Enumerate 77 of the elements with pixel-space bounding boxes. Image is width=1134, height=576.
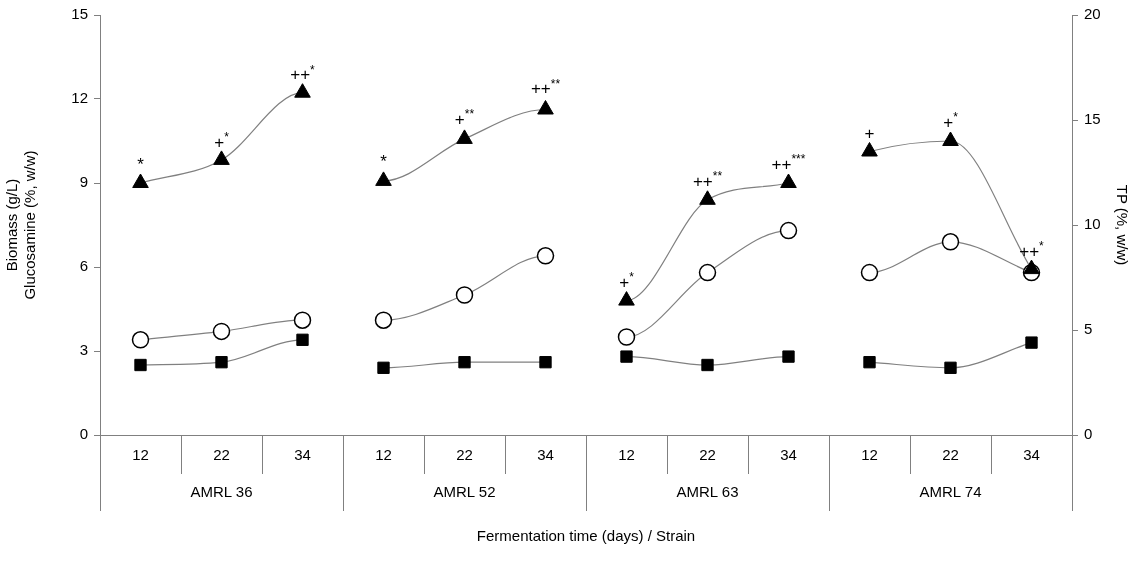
- x-tick-label: 34: [780, 446, 797, 464]
- annotation: ++**: [530, 76, 561, 99]
- point: [779, 221, 798, 240]
- annotation: ++***: [771, 152, 806, 174]
- x-tick-label: 12: [132, 446, 149, 464]
- y2-tick-label: 20: [1084, 5, 1101, 23]
- text: AMRL 52: [433, 483, 496, 501]
- point: [861, 142, 878, 157]
- point: [699, 190, 716, 205]
- y-tick-label: 0: [79, 425, 88, 443]
- annotation: *: [380, 152, 388, 172]
- point: [620, 350, 633, 363]
- point: [456, 129, 473, 144]
- point: [213, 150, 230, 165]
- point: [134, 358, 147, 372]
- point: [539, 356, 552, 369]
- point: [131, 331, 150, 349]
- x-tick-label: 34: [537, 446, 554, 464]
- point: [377, 361, 390, 374]
- point: [944, 361, 957, 374]
- y-tick-label: 3: [79, 341, 88, 359]
- point: [455, 286, 474, 304]
- point: [782, 350, 795, 363]
- point: [780, 173, 797, 188]
- point: [618, 291, 635, 306]
- x-tick-label: 22: [456, 446, 473, 464]
- y2-tick-label: 0: [1084, 425, 1093, 443]
- x-tick-label: 12: [861, 446, 878, 464]
- text: AMRL 63: [676, 483, 739, 501]
- x-tick-label: 22: [213, 446, 230, 464]
- annotation: ++*: [1019, 239, 1045, 261]
- x-tick-label: 34: [294, 446, 311, 464]
- annotation: +*: [214, 129, 230, 152]
- point: [617, 328, 636, 346]
- annotation: +*: [619, 269, 635, 292]
- y-tick-label: 12: [71, 89, 88, 107]
- x-tick-label: 34: [1023, 446, 1040, 464]
- y-axis-title: Biomass (g/L) Glucosamine (%, w/w): [3, 150, 39, 300]
- y2-tick-label: 5: [1084, 320, 1093, 338]
- point: [698, 263, 717, 282]
- annotation: ++**: [692, 169, 723, 191]
- point: [375, 171, 392, 186]
- y-tick-label: 9: [79, 173, 88, 191]
- y2-axis-title: TP (%, w/w): [1113, 184, 1131, 266]
- point: [215, 356, 228, 369]
- point: [374, 311, 393, 329]
- point: [863, 356, 876, 369]
- point: [941, 233, 960, 251]
- point: [132, 173, 149, 188]
- point: [1023, 259, 1040, 275]
- point: [701, 358, 714, 372]
- annotation: +*: [943, 110, 959, 132]
- text: AMRL 74: [919, 483, 982, 501]
- y2-tick-label: 15: [1084, 110, 1101, 128]
- annotation: +**: [454, 107, 475, 130]
- point: [296, 333, 309, 346]
- y2-tick-label: 10: [1084, 215, 1101, 233]
- x-tick-label: 12: [618, 446, 635, 464]
- point: [536, 247, 555, 265]
- annotation: ++*: [290, 62, 316, 85]
- y-tick-label: 6: [79, 257, 88, 275]
- annotation: +: [864, 124, 875, 144]
- point: [294, 83, 311, 98]
- point: [212, 322, 231, 341]
- text: AMRL 36: [190, 483, 253, 501]
- point: [942, 131, 959, 146]
- x-axis-title: Fermentation time (days) / Strain: [476, 527, 696, 545]
- y-tick-label: 15: [71, 5, 88, 23]
- x-tick-label: 12: [375, 446, 392, 464]
- point: [1025, 336, 1038, 349]
- annotation: *: [137, 155, 145, 174]
- x-tick-label: 22: [699, 446, 716, 464]
- point: [458, 356, 471, 369]
- point: [860, 263, 879, 282]
- x-tick-label: 22: [942, 446, 959, 464]
- point: [537, 100, 554, 115]
- point: [293, 311, 312, 329]
